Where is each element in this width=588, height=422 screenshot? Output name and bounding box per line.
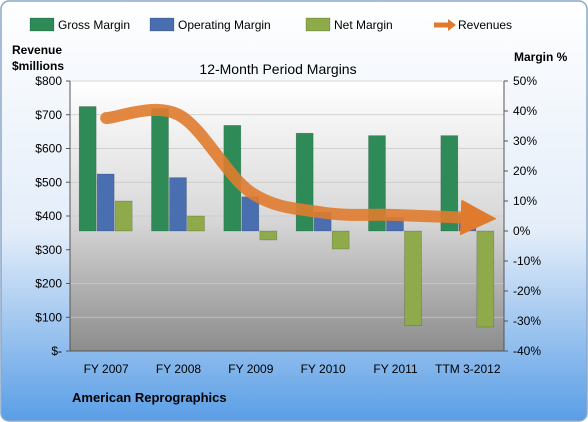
x-tick-label: TTM 3-2012 [435, 362, 501, 376]
left-tick-label: $800 [35, 74, 62, 88]
right-tick-label: 30% [513, 134, 537, 148]
x-tick-label: FY 2011 [373, 362, 418, 376]
net-margin-bar [331, 230, 350, 250]
right-axis-title: Margin % [514, 50, 568, 64]
net-margin-bar [114, 200, 133, 232]
legend-swatch-net-margin [305, 17, 331, 32]
legend-swatch-operating-margin [149, 17, 175, 32]
revenues-line [100, 104, 497, 236]
left-tick-label: $400 [35, 209, 62, 223]
net-margin-bar [259, 230, 278, 241]
legend-arrow-head [448, 19, 456, 31]
company-name: American Reprographics [72, 390, 227, 405]
axes: $- $100 $200 $300 $400 $500 $600 $700 $800 -40% -3… [35, 74, 541, 376]
net-margin-bar [404, 230, 422, 326]
gross-margin-bar [440, 135, 459, 232]
operating-margin-bar [96, 173, 115, 232]
right-tick-label: -40% [513, 344, 541, 358]
x-tick-label: FY 2007 [84, 362, 129, 376]
revenue-line-layer [100, 104, 497, 236]
legend-label: Net Margin [334, 18, 393, 32]
left-tick-label: $- [51, 344, 62, 358]
bars [78, 106, 495, 328]
right-tick-label: 20% [513, 164, 537, 178]
left-axis-title-line1: Revenue [12, 43, 62, 57]
gross-margin-bar [78, 106, 97, 232]
left-axis-title-line2: $millions [12, 59, 64, 73]
right-tick-label: 50% [513, 74, 537, 88]
x-tick-label: FY 2010 [301, 362, 346, 376]
legend-label: Revenues [458, 18, 512, 32]
right-tick-label: -20% [513, 284, 541, 298]
legend: Gross Margin Operating Margin Net Margin Re… [29, 17, 512, 32]
x-tick-label: FY 2009 [228, 362, 273, 376]
left-tick-label: $600 [35, 142, 62, 156]
gross-margin-bar [368, 135, 386, 232]
right-tick-label: -10% [513, 254, 541, 268]
left-tick-label: $100 [35, 310, 62, 324]
legend-swatch-gross-margin [29, 17, 55, 32]
left-tick-label: $700 [35, 108, 62, 122]
left-tick-label: $300 [35, 243, 62, 257]
x-tick-label: FY 2008 [156, 362, 201, 376]
right-tick-label: 0% [513, 224, 531, 238]
right-tick-label: 40% [513, 104, 537, 118]
legend-label: Gross Margin [58, 18, 130, 32]
left-tick-label: $500 [35, 175, 62, 189]
chart-title: 12-Month Period Margins [199, 61, 356, 77]
left-tick-label: $200 [35, 277, 62, 291]
net-margin-bar [187, 215, 205, 232]
legend-label: Operating Margin [178, 18, 271, 32]
operating-margin-bar [169, 177, 187, 232]
net-margin-bar [476, 230, 495, 328]
right-tick-label: 10% [513, 194, 537, 208]
right-tick-label: -30% [513, 314, 541, 328]
gross-margin-bar [151, 108, 169, 232]
